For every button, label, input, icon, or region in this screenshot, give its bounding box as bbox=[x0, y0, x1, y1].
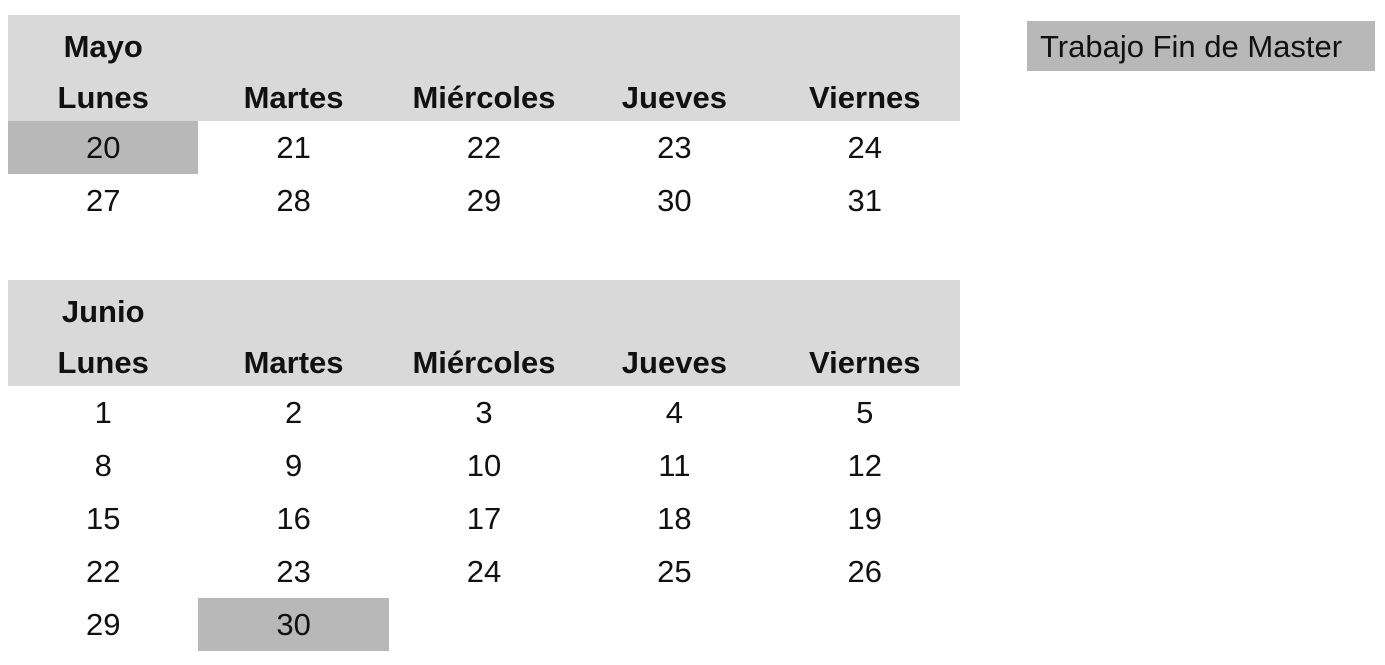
day-cell: 1 bbox=[94, 395, 112, 430]
weekday-thursday: Jueves bbox=[621, 80, 727, 115]
week-row: 29 30 bbox=[8, 598, 960, 651]
weekday-monday: Lunes bbox=[57, 345, 149, 380]
day-cell: 22 bbox=[466, 130, 502, 165]
weekday-wednesday: Miércoles bbox=[412, 345, 556, 380]
day-cell: 5 bbox=[856, 395, 874, 430]
weekday-tuesday: Martes bbox=[243, 345, 344, 380]
day-cell: 22 bbox=[85, 554, 121, 589]
weekday-monday: Lunes bbox=[57, 80, 149, 115]
day-cell: 3 bbox=[475, 395, 493, 430]
weekday-tuesday: Martes bbox=[243, 80, 344, 115]
weekday-thursday: Jueves bbox=[621, 345, 727, 380]
month-title: Junio bbox=[61, 294, 145, 329]
calendar-header: Junio Lunes Martes Miércoles Jueves Vier… bbox=[8, 280, 960, 386]
day-cell: 15 bbox=[85, 501, 121, 536]
weekday-friday: Viernes bbox=[809, 345, 921, 380]
day-cell: 12 bbox=[847, 448, 882, 483]
day-cell: 19 bbox=[847, 501, 882, 536]
day-cell: 24 bbox=[466, 554, 502, 589]
day-cell: 10 bbox=[466, 448, 502, 483]
day-cell: 23 bbox=[276, 554, 311, 589]
week-row: 22 23 24 25 26 bbox=[8, 545, 960, 598]
day-cell: 24 bbox=[847, 130, 882, 165]
weekday-wednesday: Miércoles bbox=[412, 80, 556, 115]
day-cell: 25 bbox=[657, 554, 692, 589]
week-row: 8 9 10 11 12 bbox=[8, 439, 960, 492]
day-cell: 8 bbox=[94, 448, 112, 483]
day-cell bbox=[770, 598, 960, 651]
month-row: Mayo bbox=[8, 15, 960, 68]
day-cell bbox=[389, 598, 579, 651]
week-row: 27 28 29 30 31 bbox=[8, 174, 960, 227]
day-cell: 30 bbox=[198, 598, 389, 651]
day-cell: 27 bbox=[85, 183, 121, 218]
day-cell: 16 bbox=[276, 501, 311, 536]
day-cell: 21 bbox=[276, 130, 311, 165]
day-cell: 29 bbox=[85, 607, 121, 642]
weekday-friday: Viernes bbox=[809, 80, 921, 115]
day-cell: 26 bbox=[847, 554, 882, 589]
day-cell: 11 bbox=[658, 448, 691, 483]
day-cell: 4 bbox=[665, 395, 683, 430]
week-row: 20 21 22 23 24 bbox=[8, 121, 960, 174]
day-cell: 2 bbox=[284, 395, 303, 430]
week-row: 15 16 17 18 19 bbox=[8, 492, 960, 545]
legend-trabajo-fin-de-master: Trabajo Fin de Master bbox=[1027, 21, 1375, 71]
weekday-row: Lunes Martes Miércoles Jueves Viernes bbox=[8, 333, 960, 386]
day-cell: 17 bbox=[466, 501, 502, 536]
week-row: 1 2 3 4 5 bbox=[8, 386, 960, 439]
day-cell: 28 bbox=[276, 183, 311, 218]
month-title: Mayo bbox=[63, 29, 143, 64]
month-row: Junio bbox=[8, 280, 960, 333]
calendar-mayo: Mayo Lunes Martes Miércoles Jueves Viern… bbox=[8, 15, 960, 227]
day-cell: 20 bbox=[8, 121, 199, 174]
day-cell: 18 bbox=[657, 501, 692, 536]
day-cell: 23 bbox=[657, 130, 692, 165]
day-cell: 9 bbox=[284, 448, 303, 483]
calendar-header: Mayo Lunes Martes Miércoles Jueves Viern… bbox=[8, 15, 960, 121]
calendar-junio: Junio Lunes Martes Miércoles Jueves Vier… bbox=[8, 280, 960, 651]
day-cell: 30 bbox=[657, 183, 692, 218]
day-cell: 29 bbox=[466, 183, 502, 218]
day-cell: 31 bbox=[847, 183, 882, 218]
weekday-row: Lunes Martes Miércoles Jueves Viernes bbox=[8, 68, 960, 121]
day-cell bbox=[579, 598, 769, 651]
